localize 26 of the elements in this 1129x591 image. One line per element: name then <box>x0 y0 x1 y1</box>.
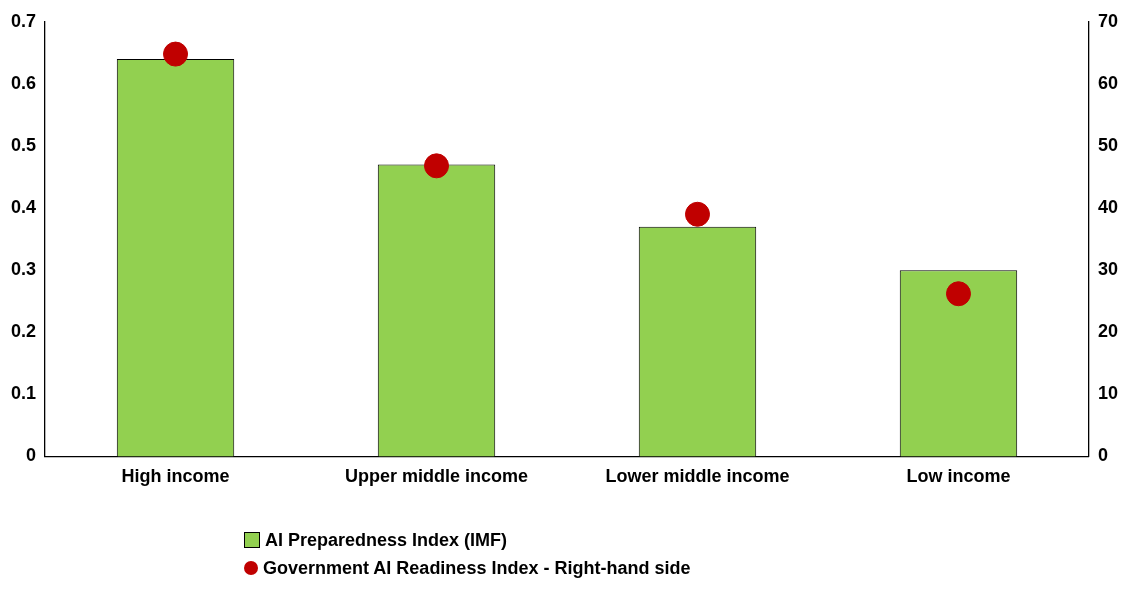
y2-tick-label: 40 <box>1097 197 1119 218</box>
y2-tick-label: 10 <box>1097 383 1119 404</box>
point <box>945 281 971 307</box>
y-tick-label: 0.1 <box>10 383 37 404</box>
y2-tick-label: 70 <box>1097 10 1119 31</box>
legend-label: Government AI Readiness Index - Right-hand side <box>263 557 691 579</box>
y-tick-label: 0.2 <box>10 321 37 342</box>
y2-tick-label: 0 <box>1097 445 1108 466</box>
point <box>424 153 450 179</box>
point <box>163 41 189 67</box>
y-tick-label: 0.7 <box>10 10 37 31</box>
y2-tick-label: 50 <box>1097 134 1119 155</box>
legend-label: AI Preparedness Index (IMF) <box>265 529 508 551</box>
y2-tick-label: 60 <box>1097 72 1119 93</box>
x-tick-label: High income <box>121 466 230 487</box>
y2-tick-label: 20 <box>1097 321 1119 342</box>
y-tick-label: 0.3 <box>10 259 37 280</box>
y-tick-label: 0 <box>26 445 37 466</box>
y2-tick-label: 30 <box>1097 259 1119 280</box>
y-tick-label: 0.4 <box>10 197 37 218</box>
y-tick-label: 0.6 <box>10 72 37 93</box>
x-tick-label: Lower middle income <box>605 466 790 487</box>
y-tick-label: 0.5 <box>10 134 37 155</box>
x-tick-label: Low income <box>906 466 1011 487</box>
point <box>685 201 710 227</box>
x-tick-label: Upper middle income <box>344 466 529 487</box>
